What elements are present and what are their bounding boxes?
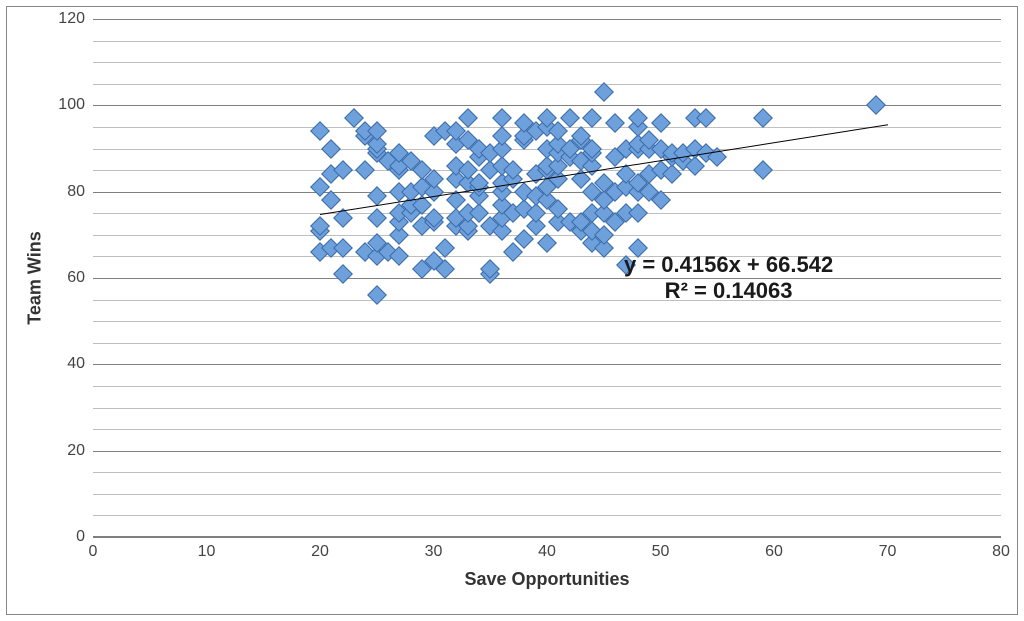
- x-tick-label: 70: [879, 537, 897, 561]
- data-point: [866, 95, 886, 115]
- data-point: [628, 203, 648, 223]
- data-point: [582, 108, 602, 128]
- y-tick-label: 40: [67, 355, 93, 373]
- data-point: [355, 160, 375, 180]
- data-point: [333, 264, 353, 284]
- data-point: [367, 285, 387, 305]
- x-tick-label: 0: [89, 537, 98, 561]
- gridline-major: [93, 451, 1001, 452]
- data-point: [537, 234, 557, 254]
- data-point: [651, 113, 671, 133]
- gridline-minor: [93, 256, 1001, 257]
- y-tick-label: 80: [67, 183, 93, 201]
- data-point: [321, 190, 341, 210]
- regression-equation: y = 0.4156x + 66.542R² = 0.14063: [624, 252, 833, 304]
- gridline-minor: [93, 429, 1001, 430]
- gridline-major: [93, 105, 1001, 106]
- data-point: [492, 108, 512, 128]
- gridline-major: [93, 278, 1001, 279]
- chart-frame: 02040608010012001020304050607080y = 0.41…: [6, 6, 1018, 615]
- x-tick-label: 60: [765, 537, 783, 561]
- data-point: [753, 160, 773, 180]
- plot-area: 02040608010012001020304050607080y = 0.41…: [93, 19, 1001, 537]
- equation-line1: y = 0.4156x + 66.542: [624, 252, 833, 278]
- x-tick-label: 40: [538, 537, 556, 561]
- y-axis-label: Team Wins: [25, 231, 46, 325]
- gridline-minor: [93, 408, 1001, 409]
- gridline-minor: [93, 472, 1001, 473]
- data-point: [367, 208, 387, 228]
- gridline-major: [93, 364, 1001, 365]
- x-tick-label: 30: [425, 537, 443, 561]
- gridline-minor: [93, 300, 1001, 301]
- equation-line2: R² = 0.14063: [624, 278, 833, 304]
- data-point: [492, 126, 512, 146]
- x-tick-label: 80: [992, 537, 1010, 561]
- y-tick-label: 60: [67, 269, 93, 287]
- gridline-minor: [93, 62, 1001, 63]
- gridline-minor: [93, 343, 1001, 344]
- y-tick-label: 100: [58, 96, 93, 114]
- gridline-major: [93, 19, 1001, 20]
- data-point: [333, 238, 353, 258]
- data-point: [310, 121, 330, 141]
- data-point: [753, 108, 773, 128]
- gridline-minor: [93, 41, 1001, 42]
- data-point: [594, 82, 614, 102]
- gridline-minor: [93, 494, 1001, 495]
- x-axis-label: Save Opportunities: [464, 569, 629, 590]
- gridline-minor: [93, 321, 1001, 322]
- gridline-minor: [93, 386, 1001, 387]
- y-tick-label: 20: [67, 442, 93, 460]
- gridline-minor: [93, 84, 1001, 85]
- x-tick-label: 20: [311, 537, 329, 561]
- x-tick-label: 10: [198, 537, 216, 561]
- y-tick-label: 120: [58, 10, 93, 28]
- gridline-minor: [93, 515, 1001, 516]
- data-point: [321, 139, 341, 159]
- x-tick-label: 50: [652, 537, 670, 561]
- gridline-minor: [93, 213, 1001, 214]
- data-point: [605, 113, 625, 133]
